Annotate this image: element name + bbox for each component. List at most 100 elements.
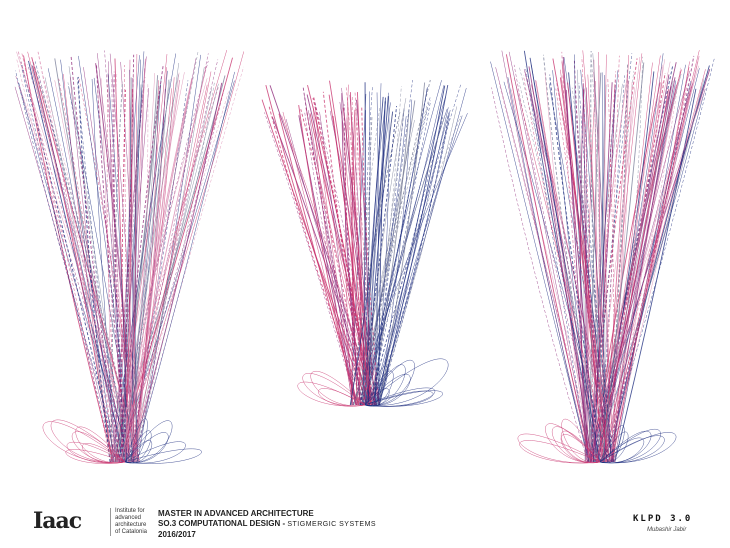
trail-line — [310, 371, 366, 407]
trail-line — [354, 92, 375, 406]
trail-line — [490, 61, 590, 463]
trail-line — [17, 51, 140, 463]
trail-line — [123, 85, 159, 463]
trail-line — [571, 87, 611, 463]
trail-line — [347, 99, 358, 406]
trail-line — [353, 115, 446, 406]
trail-line — [341, 93, 362, 406]
trail-line — [612, 86, 692, 463]
trail-line — [519, 440, 601, 464]
trail-line — [136, 59, 219, 463]
trail-line — [69, 76, 119, 463]
footer: Iaac Institute for advanced architecture… — [0, 500, 730, 548]
trail-line — [361, 105, 380, 406]
trail-line — [111, 72, 185, 463]
trail-line — [18, 82, 133, 463]
trail-line — [581, 56, 594, 463]
trail-line — [602, 50, 700, 463]
trail-line — [544, 72, 590, 463]
trail-line — [124, 65, 130, 463]
trail-line — [614, 88, 697, 463]
trail-line — [124, 448, 202, 464]
trail-line — [528, 66, 593, 463]
trail-line — [124, 73, 134, 463]
trail-line — [599, 435, 665, 464]
trail-line — [264, 112, 358, 406]
trail-line — [132, 54, 138, 463]
course-module: SO.3 COMPUTATIONAL DESIGN - STIGMERGIC S… — [158, 519, 376, 530]
course-title: MASTER IN ADVANCED ARCHITECTURE — [158, 509, 314, 518]
trail-line — [351, 108, 357, 406]
trail-line — [523, 68, 614, 463]
trail-line — [130, 82, 223, 463]
trail-line — [368, 86, 402, 406]
trail-line — [561, 51, 595, 463]
trail-line — [561, 419, 601, 463]
trail-line — [120, 65, 207, 463]
trail-line — [21, 53, 112, 463]
trail-line — [121, 65, 164, 463]
trail-line — [377, 106, 458, 406]
trail-line — [121, 79, 170, 463]
trail-line — [124, 441, 186, 464]
trail-line — [378, 82, 426, 406]
trail-line — [601, 62, 645, 463]
trail-line — [592, 82, 613, 463]
trail-line — [590, 56, 641, 463]
trail-line — [567, 82, 603, 463]
trail-line — [573, 60, 609, 463]
trail-line — [128, 59, 134, 463]
module-name: SO.3 COMPUTATIONAL DESIGN - — [158, 519, 286, 528]
trail-line — [605, 84, 688, 463]
trail-line — [495, 67, 593, 463]
trail-line — [374, 107, 405, 406]
trail-line — [525, 66, 590, 463]
trail-line — [367, 102, 391, 406]
trail-line — [132, 82, 215, 463]
trail-line — [601, 55, 620, 463]
trail-line — [136, 72, 180, 463]
trail-line — [603, 58, 715, 463]
trail-line — [132, 66, 244, 463]
trail-line — [300, 109, 365, 406]
trail-line — [42, 421, 126, 463]
trail-line — [523, 75, 607, 463]
trail-line — [376, 110, 451, 406]
trail-line — [304, 95, 357, 406]
trail-line — [124, 430, 152, 464]
trail-line — [378, 85, 449, 406]
trail-line — [93, 77, 125, 463]
trail-line — [604, 87, 678, 463]
trail-line — [614, 66, 663, 463]
trail-line — [608, 55, 700, 463]
trail-line — [312, 97, 369, 406]
trail-line — [505, 54, 592, 463]
trail-line — [599, 432, 677, 464]
trail-line — [349, 96, 389, 406]
trail-line — [343, 104, 362, 406]
trail-line — [588, 58, 638, 463]
trail-line — [65, 449, 126, 464]
trail-line — [15, 74, 133, 463]
trail-line — [605, 63, 628, 463]
trail-line — [590, 77, 616, 463]
trail-line — [378, 113, 449, 406]
course-info: MASTER IN ADVANCED ARCHITECTURE SO.3 COM… — [158, 509, 376, 540]
trail-line — [19, 86, 137, 463]
trail-line — [374, 115, 463, 406]
trail-line — [371, 107, 449, 406]
stigmergic-drawings — [14, 49, 715, 464]
trail-line — [16, 51, 140, 463]
trail-line — [71, 431, 126, 464]
trail-line — [601, 53, 643, 463]
trail-line — [607, 78, 616, 463]
trail-line — [585, 88, 706, 463]
trail-line — [589, 74, 670, 463]
trail-line — [37, 51, 118, 463]
trail-line — [369, 83, 462, 406]
logo-sub-line: architecture — [115, 522, 147, 528]
trail-line — [132, 89, 166, 463]
trail-line — [363, 87, 428, 406]
trail-line — [135, 51, 145, 463]
trail-line — [375, 92, 379, 406]
